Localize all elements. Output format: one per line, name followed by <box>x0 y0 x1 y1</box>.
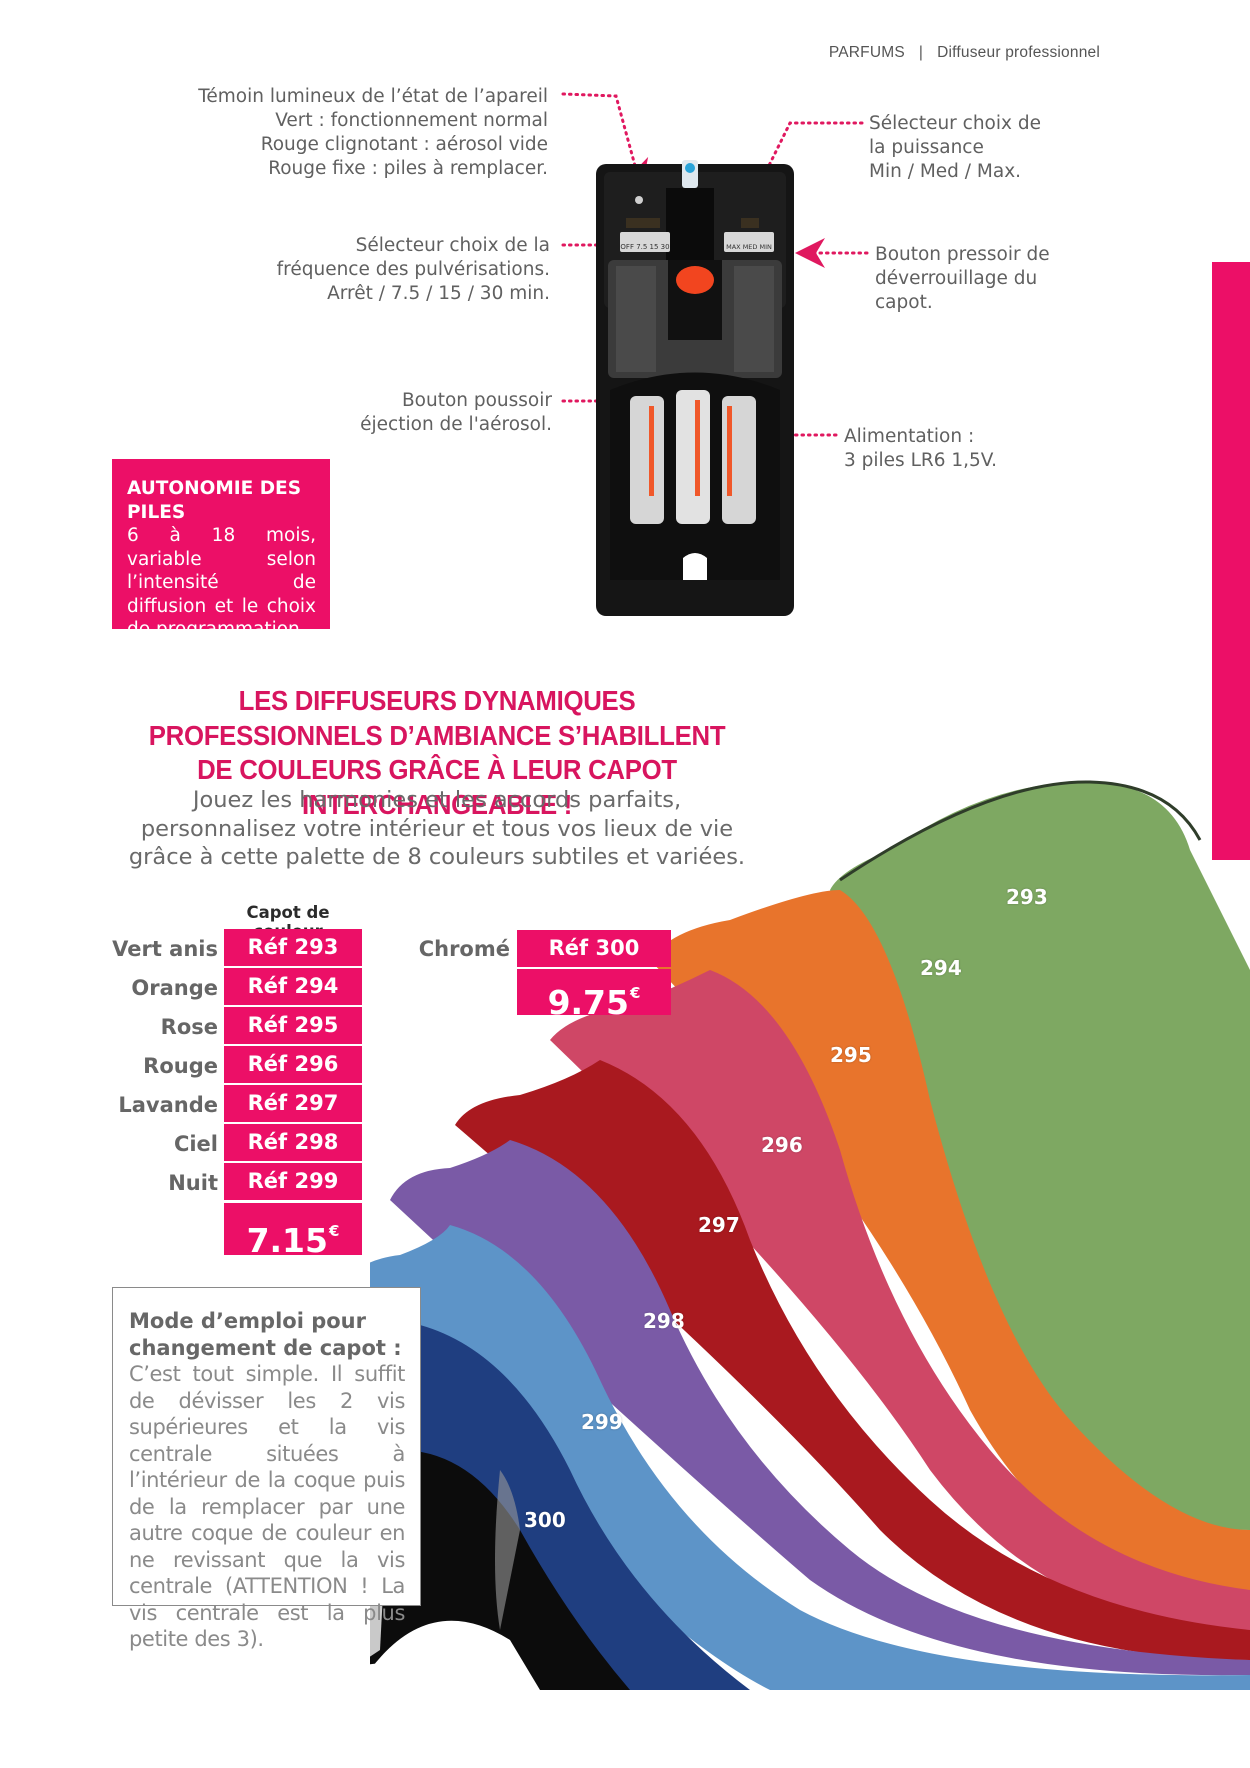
side-tab-marker <box>1212 262 1250 860</box>
hood-label-293: 293 <box>1006 885 1048 909</box>
hood-label-296: 296 <box>761 1133 803 1157</box>
callout-led-indicator: Témoin lumineux de l’état de l’apareil V… <box>198 86 548 179</box>
ref-cell: Réf 296 <box>224 1046 362 1083</box>
capot-reference-table: Vert anis Réf 293 Orange Réf 294 Rose Ré… <box>112 929 362 1260</box>
hood-label-298: 298 <box>643 1309 685 1333</box>
svg-text:OFF 7.5 15 30: OFF 7.5 15 30 <box>620 243 669 251</box>
color-name: Rose <box>160 1014 218 1039</box>
callout-eject-button: Bouton poussoir éjection de l'aérosol. <box>360 390 552 435</box>
ref-cell: Réf 297 <box>224 1085 362 1122</box>
capot-price: 7.15€ <box>224 1203 362 1260</box>
table-row: Vert anis Réf 293 <box>112 929 362 968</box>
table-row: Ciel Réf 298 <box>112 1124 362 1163</box>
hood-label-294: 294 <box>920 956 962 980</box>
page-subtitle: Jouez les harmonies et les accords parfa… <box>128 787 746 870</box>
color-name: Vert anis <box>112 936 218 961</box>
section-label: PARFUMS <box>828 44 905 61</box>
color-name: Orange <box>131 975 218 1000</box>
ref-cell: Réf 298 <box>224 1124 362 1161</box>
color-name: Nuit <box>168 1170 218 1195</box>
hood-label-297: 297 <box>698 1213 740 1237</box>
price-value: 7.15 <box>246 1221 328 1260</box>
color-name: Lavande <box>118 1092 218 1117</box>
callout-unlock-button: Bouton pressoir de déverrouillage du cap… <box>875 244 1050 313</box>
page-header: PARFUMS | Diffuseur professionnel <box>829 44 1100 62</box>
diffuser-device-image: OFF 7.5 15 30 MAX MED MIN <box>596 160 794 616</box>
ref-cell: Réf 295 <box>224 1007 362 1044</box>
instructions-title: Mode d’emploi pour changement de capot : <box>129 1309 402 1360</box>
hood-label-299: 299 <box>581 1410 623 1434</box>
hood-label-300: 300 <box>524 1508 566 1532</box>
price-value: 9.75 <box>547 983 629 1022</box>
table-row: Nuit Réf 299 <box>112 1163 362 1202</box>
callout-power-supply: Alimentation : 3 piles LR6 1,5V. <box>844 426 997 471</box>
table-row: Orange Réf 294 <box>112 968 362 1007</box>
eject-button-icon <box>676 266 714 294</box>
color-name: Ciel <box>173 1131 218 1156</box>
ref-cell: Réf 299 <box>224 1163 362 1200</box>
colored-hoods-image: 293 294 295 296 297 298 299 300 <box>370 780 1250 1690</box>
chrome-price: 9.75€ <box>517 969 671 1022</box>
hood-label-295: 295 <box>830 1043 872 1067</box>
color-name: Rouge <box>143 1053 218 1078</box>
currency-symbol: € <box>629 984 641 1002</box>
table-row: Rouge Réf 296 <box>112 1046 362 1085</box>
ref-cell: Réf 294 <box>224 968 362 1005</box>
callout-power-selector: Sélecteur choix de la puissance Min / Me… <box>869 113 1041 182</box>
battery-autonomy-box: AUTONOMIE DES PILES 6 à 18 mois, variabl… <box>112 459 330 640</box>
table-row: Rose Réf 295 <box>112 1007 362 1046</box>
svg-text:MAX MED MIN: MAX MED MIN <box>726 243 772 251</box>
chrome-name: Chromé <box>418 937 510 961</box>
instructions-body: C’est tout simple. Il suffit de dévisser… <box>129 1362 405 1651</box>
autonomy-body: 6 à 18 mois, variable selon l’intensité … <box>127 525 316 640</box>
chrome-ref-cell: Réf 300 <box>517 930 671 967</box>
currency-symbol: € <box>328 1222 340 1240</box>
page-label: Diffuseur professionnel <box>937 44 1100 61</box>
led-icon <box>685 163 695 173</box>
page-title: LES DIFFUSEURS DYNAMIQUES PROFESSIONNELS… <box>148 685 726 820</box>
instructions-box: Mode d’emploi pour changement de capot :… <box>112 1287 421 1651</box>
autonomy-title: AUTONOMIE DES PILES <box>127 478 302 523</box>
table-row: Lavande Réf 297 <box>112 1085 362 1124</box>
header-separator: | <box>918 44 924 61</box>
ref-cell: Réf 293 <box>224 929 362 966</box>
callout-frequency-selector: Sélecteur choix de la fréquence des pulv… <box>276 235 550 304</box>
